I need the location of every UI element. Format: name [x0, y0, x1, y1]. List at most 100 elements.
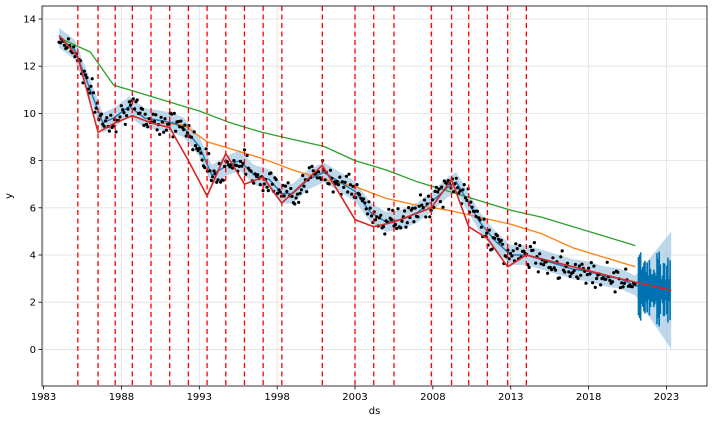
observed-point [245, 153, 249, 158]
observed-point [434, 185, 438, 189]
observed-point [593, 285, 597, 289]
observed-point [363, 201, 367, 205]
observed-point [413, 206, 417, 210]
observed-point [470, 205, 474, 209]
observed-point [121, 108, 125, 112]
observed-point [85, 76, 89, 80]
observed-point [440, 185, 444, 189]
observed-point [118, 115, 122, 119]
observed-point [506, 248, 510, 252]
observed-point [249, 169, 253, 173]
observed-point [216, 178, 220, 182]
observed-point [160, 120, 164, 124]
observed-point [163, 117, 167, 121]
observed-point [551, 256, 555, 260]
observed-point [122, 111, 126, 115]
observed-point [407, 206, 411, 210]
observed-point [426, 194, 431, 198]
x-tick-label: 2008 [420, 392, 445, 403]
observed-point [389, 218, 393, 222]
observed-point [620, 281, 624, 285]
observed-point [428, 215, 432, 219]
observed-point [587, 266, 591, 270]
observed-point [62, 43, 66, 47]
x-tick-label: 2018 [576, 392, 601, 403]
observed-point [182, 128, 186, 132]
observed-point [152, 119, 156, 124]
observed-point [433, 189, 437, 193]
observed-point [436, 190, 440, 194]
observed-point [612, 271, 616, 275]
observed-point [94, 106, 98, 110]
observed-point [151, 112, 155, 116]
observed-point [495, 234, 499, 238]
observed-point [283, 184, 288, 188]
observed-point [119, 104, 123, 108]
observed-point [411, 206, 415, 210]
y-tick-label: 6 [30, 203, 36, 214]
observed-point [387, 207, 391, 211]
observed-point [221, 178, 225, 182]
observed-point [422, 198, 427, 202]
observed-point [143, 112, 147, 116]
observed-point [89, 84, 93, 88]
x-tick-label: 2013 [498, 392, 523, 403]
observed-point [369, 214, 374, 218]
observed-point [158, 132, 162, 136]
observed-point [305, 190, 309, 194]
observed-point [497, 237, 501, 241]
observed-point [203, 166, 207, 170]
observed-point [618, 286, 623, 290]
observed-point [338, 175, 342, 179]
observed-point [58, 41, 63, 45]
observed-point [244, 172, 248, 176]
observed-point [589, 261, 593, 265]
observed-point [552, 266, 556, 270]
observed-point [256, 173, 260, 177]
observed-point [595, 276, 599, 281]
y-tick-label: 8 [30, 156, 36, 167]
observed-point [424, 215, 428, 219]
observed-point [232, 159, 236, 163]
observed-point [573, 262, 578, 267]
observed-point [616, 270, 620, 274]
observed-point [299, 188, 303, 192]
observed-point [317, 170, 321, 174]
observed-point [622, 281, 627, 285]
observed-point [347, 172, 351, 176]
observed-point [294, 196, 298, 200]
observed-point [493, 236, 497, 240]
observed-point [359, 196, 363, 200]
observed-point [103, 119, 108, 123]
observed-point [404, 225, 408, 229]
observed-point [604, 277, 608, 281]
observed-point [588, 272, 592, 276]
observed-point [252, 181, 256, 185]
observed-point [584, 281, 588, 285]
observed-point [147, 117, 151, 121]
observed-point [515, 247, 519, 251]
observed-point [290, 194, 294, 198]
observed-point [328, 168, 333, 172]
observed-point [135, 98, 139, 102]
observed-point [65, 45, 69, 50]
observed-point [461, 188, 465, 192]
observed-point [123, 122, 127, 126]
observed-point [297, 200, 301, 204]
observed-point [437, 187, 441, 191]
observed-point [499, 238, 503, 242]
observed-point [242, 148, 247, 152]
observed-point [209, 178, 213, 183]
observed-point [568, 274, 572, 278]
observed-point [335, 179, 339, 184]
series-lines [58, 37, 672, 292]
observed-point [174, 129, 178, 133]
observed-point [84, 73, 88, 77]
observed-point [563, 270, 567, 274]
observed-point [550, 268, 554, 272]
observed-point [383, 232, 387, 236]
observed-point [159, 115, 163, 119]
observed-point [315, 176, 319, 180]
observed-point [282, 194, 286, 198]
observed-point [478, 218, 482, 222]
